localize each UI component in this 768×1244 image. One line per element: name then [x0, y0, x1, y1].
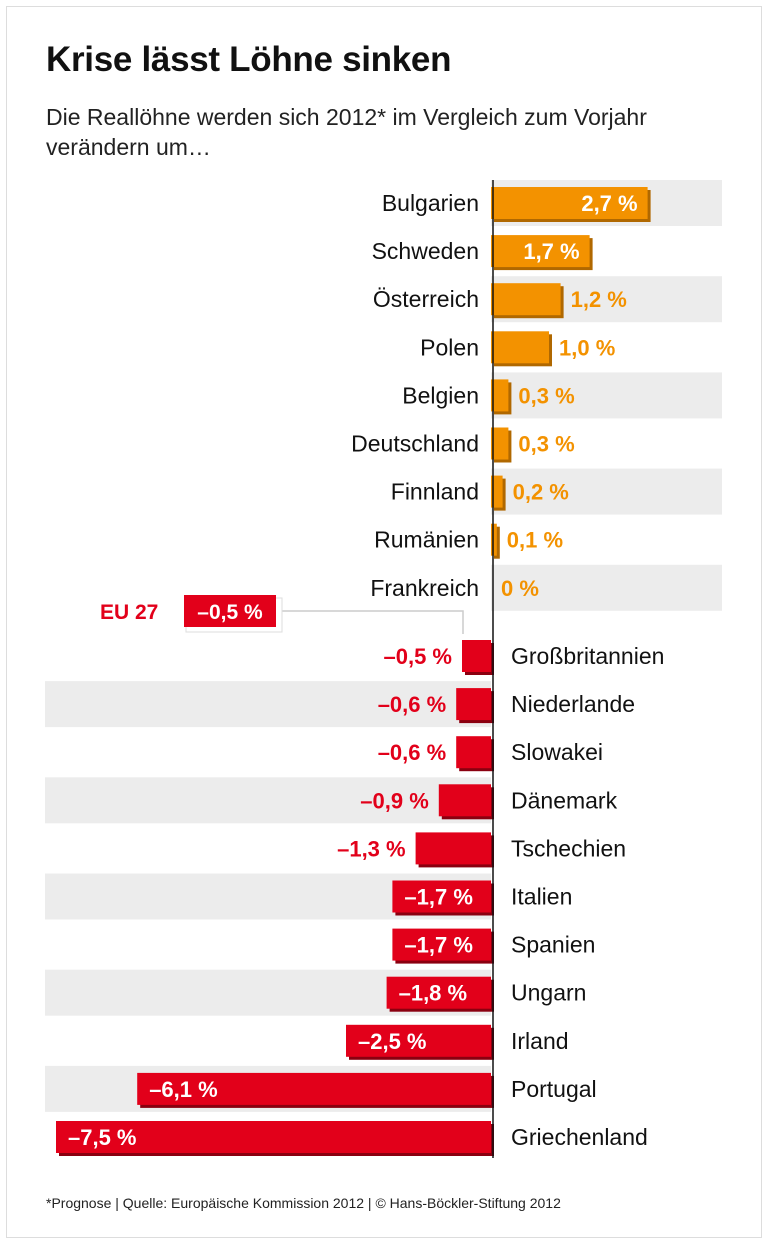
category-label: Griechenland [511, 1124, 648, 1150]
row-band [45, 681, 491, 728]
row-band [491, 564, 722, 611]
annotation-label: EU 27 [100, 601, 158, 624]
category-label: Ungarn [511, 980, 586, 1006]
data-label: –0,5 % [384, 644, 453, 669]
category-label: Portugal [511, 1076, 597, 1102]
bar [491, 523, 497, 556]
data-label: 1,2 % [571, 287, 627, 312]
category-label: Niederlande [511, 691, 635, 717]
category-label: Rumänien [374, 527, 479, 553]
data-label: –0,6 % [378, 692, 447, 717]
data-label: 1,7 % [523, 239, 579, 264]
category-label: Schweden [372, 238, 479, 264]
data-label: 0,3 % [518, 383, 574, 408]
data-label: –6,1 % [149, 1077, 218, 1102]
data-label: –1,3 % [337, 836, 406, 861]
bar [491, 283, 561, 316]
data-label: 0 % [501, 576, 539, 601]
bar [456, 736, 491, 769]
annotation-value: –0,5 % [197, 601, 263, 624]
bar [392, 928, 491, 961]
category-label: Slowakei [511, 739, 603, 765]
row-band [491, 372, 722, 419]
bar [56, 1121, 491, 1153]
data-label: 0,2 % [513, 480, 569, 505]
bar [491, 475, 503, 508]
row-band [45, 777, 491, 824]
frame [6, 6, 762, 1238]
category-label: Italien [511, 884, 572, 910]
bar [415, 832, 491, 865]
bar [137, 1072, 491, 1105]
bar [491, 187, 648, 219]
data-label: –0,9 % [360, 788, 429, 813]
category-label: Polen [420, 334, 479, 360]
category-label: Irland [511, 1028, 569, 1054]
bar [491, 427, 509, 460]
annotation-box [184, 595, 276, 627]
bar [346, 1024, 491, 1057]
data-label: –1,7 % [404, 885, 473, 910]
source-note: *Prognose | Quelle: Europäische Kommissi… [46, 1195, 561, 1211]
bar [462, 640, 491, 672]
category-label: Spanien [511, 932, 595, 958]
bar [392, 880, 491, 913]
bar [438, 784, 491, 817]
category-label: Dänemark [511, 787, 618, 813]
category-label: Belgien [402, 382, 479, 408]
bar [456, 688, 491, 721]
category-label: Österreich [373, 286, 479, 312]
bar [491, 235, 590, 268]
category-label: Frankreich [370, 575, 479, 601]
data-label: –0,6 % [378, 740, 447, 765]
bar [491, 379, 509, 412]
category-label: Großbritannien [511, 643, 664, 669]
category-label: Finnland [391, 479, 479, 505]
data-label: 0,1 % [507, 528, 563, 553]
bar [491, 331, 549, 364]
data-label: –2,5 % [358, 1029, 427, 1054]
chart-title: Krise lässt Löhne sinken [46, 40, 452, 79]
category-label: Deutschland [351, 431, 479, 457]
data-label: –1,7 % [404, 933, 473, 958]
data-label: 2,7 % [581, 191, 637, 216]
chart-subtitle: Die Reallöhne werden sich 2012* im Vergl… [46, 104, 647, 160]
data-label: 0,3 % [518, 432, 574, 457]
data-label: –7,5 % [68, 1125, 137, 1150]
category-label: Bulgarien [382, 190, 479, 216]
row-band [491, 468, 722, 515]
category-label: Tschechien [511, 835, 626, 861]
data-label: –1,8 % [399, 981, 468, 1006]
annotation-leader [278, 610, 464, 634]
bar [386, 976, 491, 1009]
bar-shadow [494, 526, 500, 559]
data-label: 1,0 % [559, 335, 615, 360]
